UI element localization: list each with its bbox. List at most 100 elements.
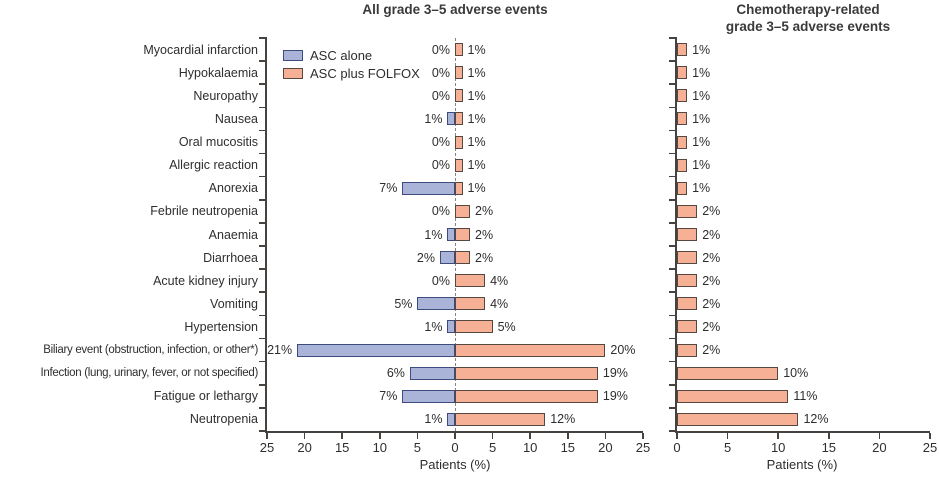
x-axis-tick-label: 20 bbox=[598, 440, 613, 455]
category-axis-tick bbox=[669, 37, 677, 39]
category-axis-tick bbox=[259, 83, 267, 86]
value-label-chemo-related: 12% bbox=[803, 412, 829, 427]
value-label-asc-alone: 1% bbox=[424, 412, 443, 427]
category-axis-tick bbox=[259, 407, 267, 409]
category-axis-tick bbox=[669, 245, 677, 247]
value-label-asc-plus-folfox: 2% bbox=[475, 204, 494, 219]
value-label-asc-plus-folfox: 20% bbox=[610, 343, 636, 358]
legend-item-asc-alone: ASC alone bbox=[283, 46, 420, 64]
category-label: Fatigue or lethargy bbox=[153, 389, 258, 404]
bar-chemo-related bbox=[677, 181, 688, 195]
category-axis-tick bbox=[259, 199, 267, 201]
bar-chemo-related bbox=[677, 274, 698, 288]
category-axis-tick bbox=[669, 291, 677, 294]
category-axis-tick bbox=[259, 430, 267, 432]
value-label-asc-alone: 0% bbox=[431, 88, 450, 103]
value-label-asc-alone: 0% bbox=[431, 65, 450, 80]
bar-asc-alone bbox=[402, 181, 455, 195]
value-label-asc-plus-folfox: 1% bbox=[467, 135, 486, 150]
category-axis-tick bbox=[669, 129, 677, 132]
value-label-chemo-related: 2% bbox=[702, 250, 721, 265]
category-axis-tick bbox=[259, 60, 267, 62]
category-axis-tick bbox=[669, 268, 677, 270]
category-axis-tick bbox=[669, 430, 677, 432]
category-label: Anaemia bbox=[208, 227, 258, 242]
bar-chemo-related bbox=[677, 89, 688, 103]
x-axis-tick-label: 5 bbox=[723, 440, 732, 455]
bar-chemo-related bbox=[677, 112, 688, 126]
x-axis-tick bbox=[604, 433, 607, 439]
bar-asc-alone bbox=[402, 389, 455, 403]
value-label-asc-alone: 1% bbox=[424, 227, 443, 242]
category-axis-tick bbox=[669, 314, 677, 317]
x-axis-tick bbox=[529, 433, 531, 439]
value-label-asc-alone: 7% bbox=[379, 389, 398, 404]
value-label-chemo-related: 2% bbox=[702, 319, 721, 334]
category-axis-tick bbox=[669, 106, 677, 109]
bar-asc-alone bbox=[447, 320, 455, 334]
value-label-asc-plus-folfox: 4% bbox=[490, 273, 509, 288]
category-label: Infection (lung, urinary, fever, or not … bbox=[40, 367, 259, 380]
category-axis-tick bbox=[259, 129, 267, 132]
bar-asc-alone bbox=[409, 366, 455, 380]
category-label: Hypokalaemia bbox=[178, 65, 258, 80]
bar-asc-plus-folfox bbox=[455, 297, 486, 311]
bar-asc-alone bbox=[439, 251, 455, 265]
bar-asc-plus-folfox bbox=[455, 389, 598, 403]
category-axis-tick bbox=[259, 106, 267, 109]
value-label-chemo-related: 1% bbox=[692, 88, 711, 103]
bar-asc-alone bbox=[297, 343, 455, 357]
category-axis-tick bbox=[259, 383, 267, 386]
x-axis-tick bbox=[777, 433, 779, 439]
bar-chemo-related bbox=[677, 389, 789, 403]
value-label-asc-alone: 0% bbox=[431, 42, 450, 57]
x-axis-tick bbox=[642, 433, 644, 439]
value-label-chemo-related: 1% bbox=[692, 42, 711, 57]
category-axis-tick bbox=[669, 152, 677, 155]
x-axis-tick-label: 10 bbox=[770, 440, 786, 455]
bar-chemo-related bbox=[677, 343, 698, 357]
x-axis-tick bbox=[379, 433, 381, 439]
value-label-asc-plus-folfox: 19% bbox=[602, 389, 628, 404]
category-label: Anorexia bbox=[208, 181, 258, 196]
value-label-asc-plus-folfox: 5% bbox=[497, 319, 516, 334]
category-axis-tick bbox=[259, 314, 267, 317]
asc-plus-folfox-label: ASC plus FOLFOX bbox=[310, 65, 420, 81]
category-axis-tick bbox=[259, 291, 267, 294]
bar-chemo-related bbox=[677, 412, 799, 426]
x-axis-tick-label: 20 bbox=[872, 440, 887, 455]
category-axis-tick bbox=[259, 222, 267, 224]
category-label: Febrile neutropenia bbox=[150, 204, 258, 219]
bar-asc-plus-folfox bbox=[455, 343, 606, 357]
category-axis-tick bbox=[259, 360, 267, 363]
legend-item-asc-plus-folfox: ASC plus FOLFOX bbox=[283, 64, 420, 82]
x-axis-tick-label: 15 bbox=[334, 440, 350, 455]
value-label-asc-plus-folfox: 2% bbox=[475, 227, 494, 242]
value-label-asc-plus-folfox: 4% bbox=[490, 296, 509, 311]
value-label-chemo-related: 2% bbox=[702, 273, 721, 288]
category-label: Neutropenia bbox=[189, 412, 258, 427]
bar-asc-plus-folfox bbox=[455, 274, 486, 288]
bar-asc-plus-folfox bbox=[455, 366, 598, 380]
value-label-asc-alone: 0% bbox=[431, 158, 450, 173]
legend: ASC alone ASC plus FOLFOX bbox=[283, 46, 420, 82]
value-label-asc-alone: 0% bbox=[431, 204, 450, 219]
x-axis-label-left-panel: Patients (%) bbox=[419, 457, 491, 472]
value-label-asc-plus-folfox: 1% bbox=[467, 111, 486, 126]
value-label-asc-alone: 21% bbox=[267, 343, 293, 358]
panel-right-title-line2: grade 3–5 adverse events bbox=[725, 19, 891, 34]
value-label-chemo-related: 10% bbox=[783, 366, 809, 381]
value-label-asc-alone: 7% bbox=[379, 181, 398, 196]
x-axis-tick-label: 20 bbox=[297, 440, 312, 455]
bar-asc-plus-folfox bbox=[455, 204, 471, 218]
bar-chemo-related bbox=[677, 66, 688, 80]
bar-asc-plus-folfox bbox=[455, 135, 463, 149]
value-label-asc-alone: 5% bbox=[394, 296, 413, 311]
value-label-asc-plus-folfox: 2% bbox=[475, 250, 494, 265]
x-axis-tick bbox=[416, 433, 419, 439]
x-axis-tick-label: 25 bbox=[259, 440, 275, 455]
category-axis-tick bbox=[669, 222, 677, 224]
value-label-asc-alone: 0% bbox=[431, 135, 450, 150]
value-label-asc-plus-folfox: 1% bbox=[467, 88, 486, 103]
category-label: Myocardial infarction bbox=[143, 42, 258, 57]
